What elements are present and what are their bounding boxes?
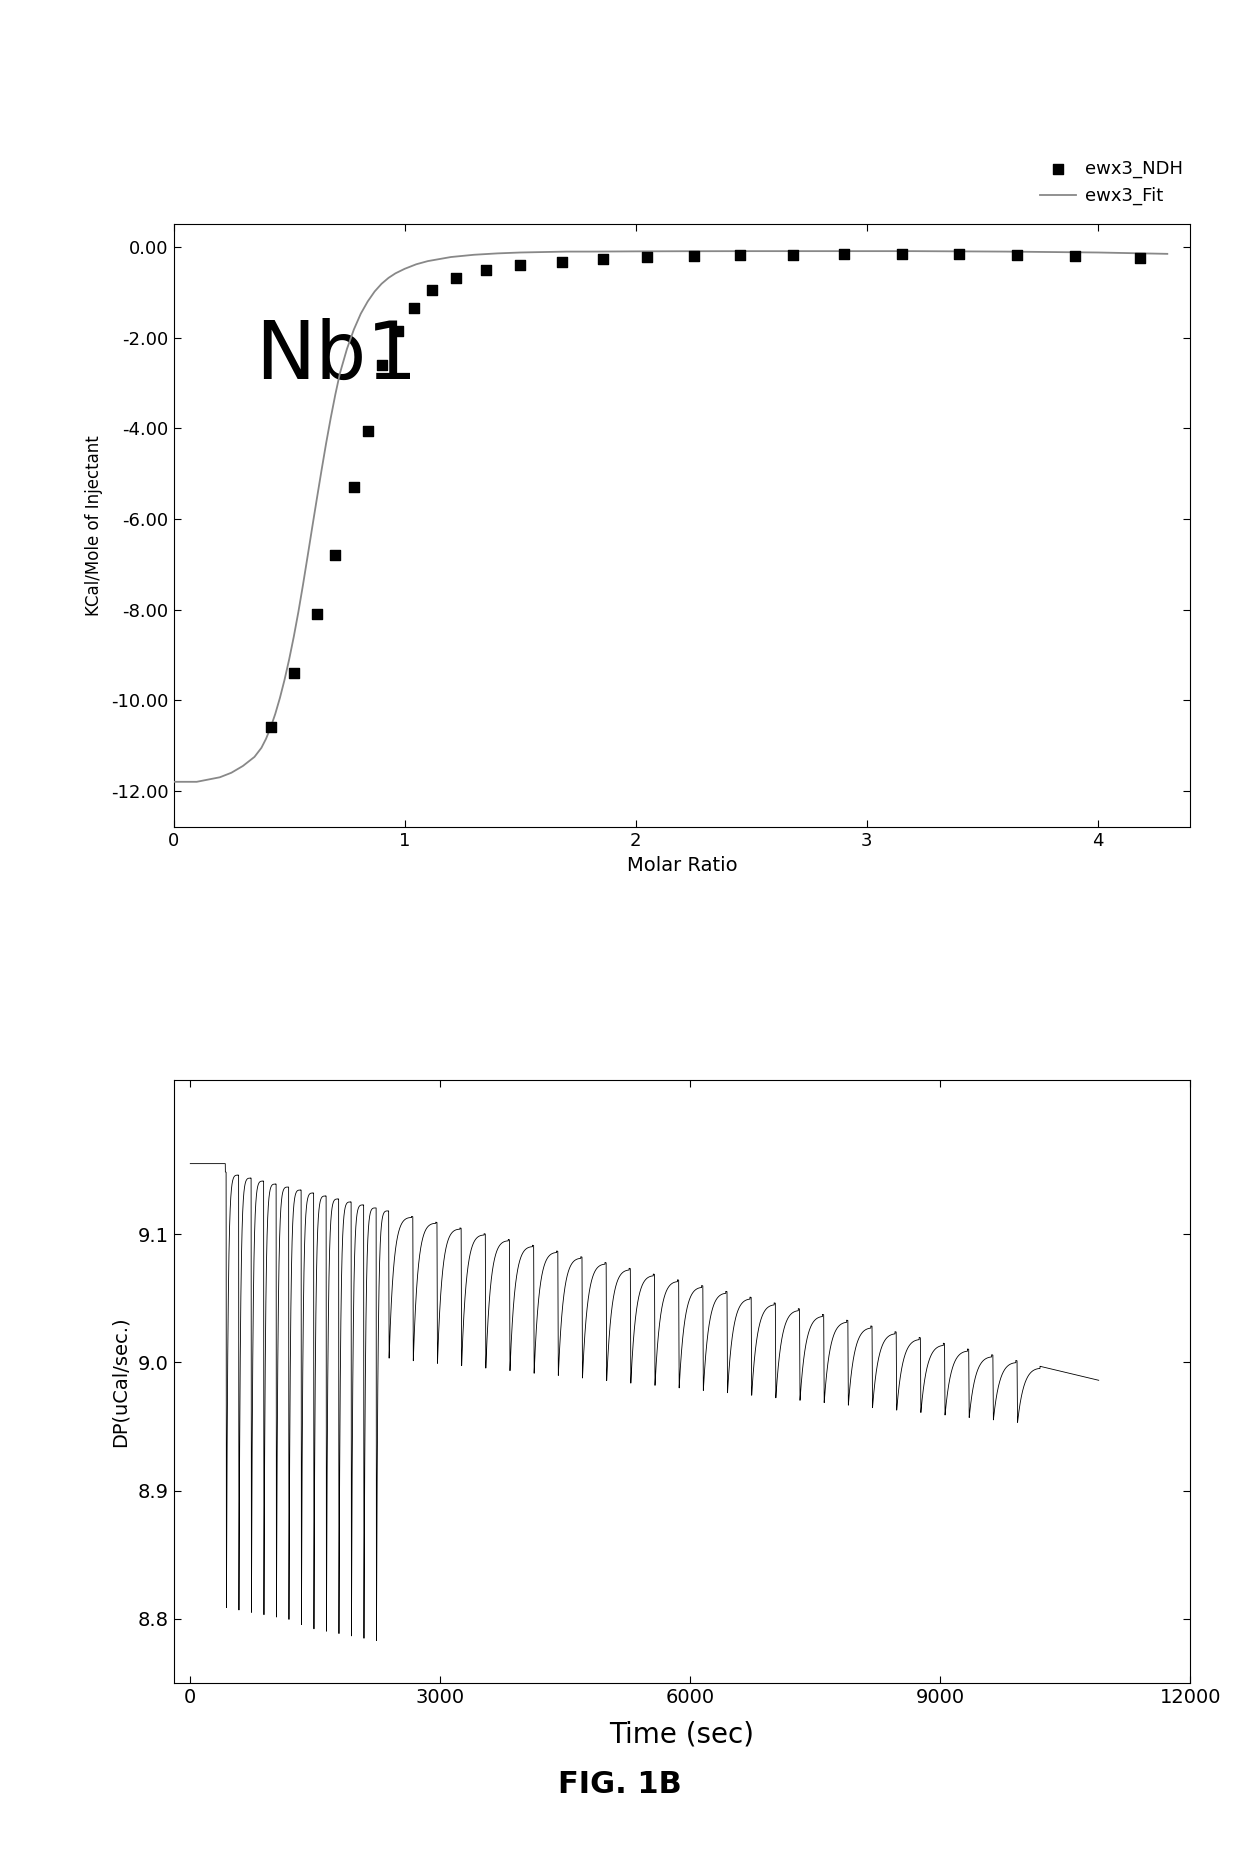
ewx3_NDH — [260, 712, 280, 742]
ewx3_NDH — [284, 658, 304, 688]
ewx3_Fit — [212, 767, 227, 789]
X-axis label: Time (sec): Time (sec) — [610, 1720, 754, 1748]
ewx3_NDH — [404, 294, 424, 324]
ewx3_NDH — [343, 473, 363, 503]
ewx3_Fit — [327, 383, 342, 406]
ewx3_NDH — [308, 598, 327, 628]
ewx3_NDH — [358, 415, 378, 445]
ewx3_NDH — [476, 254, 496, 284]
Y-axis label: DP(uCal/sec.): DP(uCal/sec.) — [110, 1316, 129, 1447]
Text: FIG. 1B: FIG. 1B — [558, 1769, 682, 1799]
ewx3_Fit — [300, 544, 315, 567]
ewx3_NDH — [637, 241, 657, 271]
ewx3_NDH — [388, 316, 408, 346]
ewx3_Fit — [166, 770, 181, 793]
ewx3_NDH — [1007, 239, 1027, 269]
ewx3_NDH — [892, 239, 911, 269]
ewx3_Fit — [374, 273, 389, 295]
ewx3_NDH — [1130, 243, 1149, 273]
X-axis label: Molar Ratio: Molar Ratio — [626, 856, 738, 875]
ewx3_Fit — [388, 262, 403, 284]
ewx3_NDH — [833, 239, 853, 269]
ewx3_Fit — [905, 239, 920, 262]
Text: Nb1: Nb1 — [255, 318, 418, 396]
ewx3_NDH — [445, 264, 465, 294]
ewx3_NDH — [552, 247, 572, 277]
ewx3_NDH — [372, 350, 392, 380]
ewx3_NDH — [950, 239, 970, 269]
ewx3_NDH — [1065, 241, 1085, 271]
Legend: ewx3_NDH, ewx3_Fit: ewx3_NDH, ewx3_Fit — [1033, 151, 1190, 213]
ewx3_Fit — [1159, 243, 1174, 266]
ewx3_NDH — [683, 241, 703, 271]
ewx3_NDH — [730, 239, 750, 269]
Y-axis label: KCal/Mole of Injectant: KCal/Mole of Injectant — [84, 436, 103, 615]
ewx3_NDH — [325, 540, 345, 570]
Line: ewx3_Fit: ewx3_Fit — [174, 251, 1167, 782]
ewx3_NDH — [511, 251, 531, 280]
ewx3_NDH — [782, 239, 802, 269]
ewx3_Fit — [744, 239, 759, 262]
ewx3_NDH — [594, 245, 614, 275]
ewx3_NDH — [423, 275, 443, 305]
